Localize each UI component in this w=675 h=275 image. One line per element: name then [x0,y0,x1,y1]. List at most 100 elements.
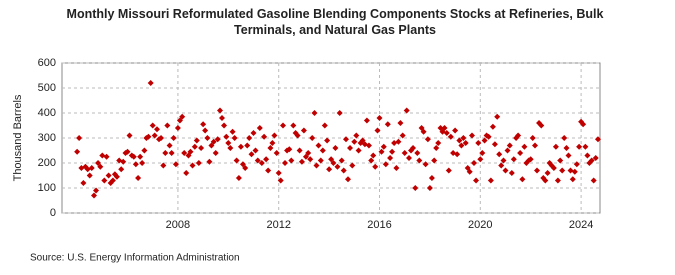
point [426,185,433,191]
point [554,177,561,184]
point [124,148,131,155]
point [200,121,207,128]
point [529,135,536,141]
point [181,150,188,156]
point [584,152,591,159]
point [288,157,295,164]
point [363,117,370,124]
y-tick-label: 300 [38,132,56,144]
point [88,165,95,171]
point [225,140,232,146]
point [296,147,303,154]
point [214,136,221,143]
point [172,161,179,168]
point [317,157,324,164]
point [130,153,137,160]
point [380,143,387,150]
point [109,177,116,184]
point [374,127,381,134]
point [456,137,463,144]
point [242,165,249,171]
point [166,142,173,149]
point [395,138,402,145]
point [559,167,566,174]
point [517,150,524,156]
point [126,132,133,139]
point [271,132,278,139]
y-tick-label: 0 [50,207,56,219]
point [534,167,541,174]
point [183,170,190,176]
point [494,113,501,120]
point [221,122,228,129]
point [120,158,127,165]
point [80,180,87,186]
point [445,167,452,174]
point [193,137,200,144]
point [256,125,263,131]
point [212,150,219,156]
point [422,161,429,168]
point [389,148,396,155]
point [298,158,305,165]
point [158,135,165,141]
point [105,172,112,179]
point [420,128,427,135]
point [191,143,198,150]
point [588,157,595,164]
point [412,185,419,191]
point [519,176,526,183]
point [345,176,352,183]
point [321,122,328,129]
point [160,162,167,169]
point [531,142,538,149]
point [576,143,583,150]
point [269,140,276,146]
point [135,175,142,181]
point [162,150,169,156]
point [258,160,265,166]
point [443,130,450,136]
point [244,142,251,149]
point [424,136,431,143]
point [187,148,194,155]
point [227,145,234,151]
point [267,145,274,151]
point [300,127,307,134]
point [229,128,236,135]
source: Source: U.S. Energy Information Administ… [30,253,240,264]
point [368,157,375,164]
point [319,147,326,154]
point [399,132,406,139]
point [170,135,177,141]
point [233,157,240,164]
point [460,135,467,141]
point [273,150,280,156]
point [370,152,377,159]
y-tick-label: 100 [38,182,56,194]
point [410,145,417,151]
point [113,173,120,180]
point [239,161,246,168]
point [471,160,478,166]
x-tick-label: 2020 [468,219,492,231]
point [263,156,270,163]
point [557,157,564,164]
point [384,121,391,128]
point [93,187,100,194]
point [328,156,335,163]
point [132,161,139,168]
point [141,147,148,154]
point [592,155,599,161]
point [342,136,349,143]
point [397,120,404,126]
point [353,132,360,139]
point [508,170,515,176]
point [305,150,312,156]
point [149,122,156,129]
point [479,150,486,156]
point [176,117,183,124]
point [393,165,400,171]
point [137,153,144,160]
